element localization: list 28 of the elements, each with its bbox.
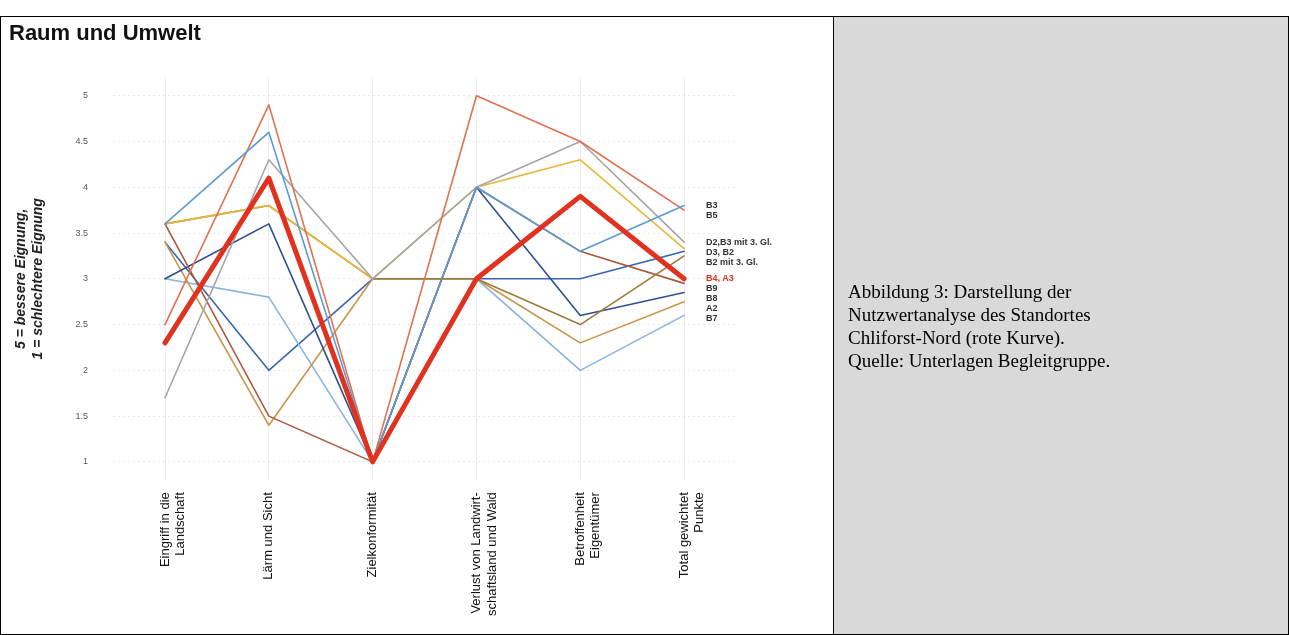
y-tick-label: 3: [83, 273, 89, 284]
text: B8: [706, 293, 718, 304]
y-tick-label: 4.5: [75, 135, 89, 146]
y-tick-label: 3.5: [75, 227, 89, 238]
y-tick-label: 1: [83, 456, 89, 467]
text: B3: [706, 200, 718, 211]
text: Abbildung 3: Darstellung der Nutzwertanalyse des Standortes Chliforst-Nord (rote Kurve). Quelle: Unterlagen Begleitgruppe.: [847, 279, 1112, 372]
x-tick-label: Zielkonformität: [364, 491, 380, 578]
y-tick-label: 2: [83, 364, 89, 375]
y-tick-label: 4: [83, 181, 89, 192]
text: B7: [706, 313, 718, 324]
x-tick-label: Betroffenheit Eigentümer: [571, 491, 603, 566]
chart-title: Raum und Umwelt: [9, 20, 202, 46]
text: B9: [706, 283, 718, 294]
x-tick-label: Eingriff in die Landschaft: [156, 491, 188, 568]
text: B4, A3: [706, 273, 734, 284]
x-tick-label: Total gewichtet Punkte: [675, 491, 707, 579]
y-axis-title: 5 = bessere Eignung, 1 = schlechtere Eignung: [12, 197, 46, 360]
text: D3, B2: [706, 246, 735, 257]
text: B2 mit 3. Gl.: [706, 256, 759, 267]
text: D2,B3 mit 3. Gl.: [706, 236, 773, 247]
x-tick-label: Lärm und Sicht: [260, 491, 276, 580]
text: A2: [706, 303, 718, 314]
text: B5: [706, 210, 718, 221]
y-tick-label: 5: [83, 90, 89, 101]
x-tick-label: Verlust von Landwirt- schaftsland und Wald: [468, 492, 499, 616]
y-tick-label: 1.5: [75, 410, 89, 421]
y-tick-label: 2.5: [75, 319, 89, 330]
